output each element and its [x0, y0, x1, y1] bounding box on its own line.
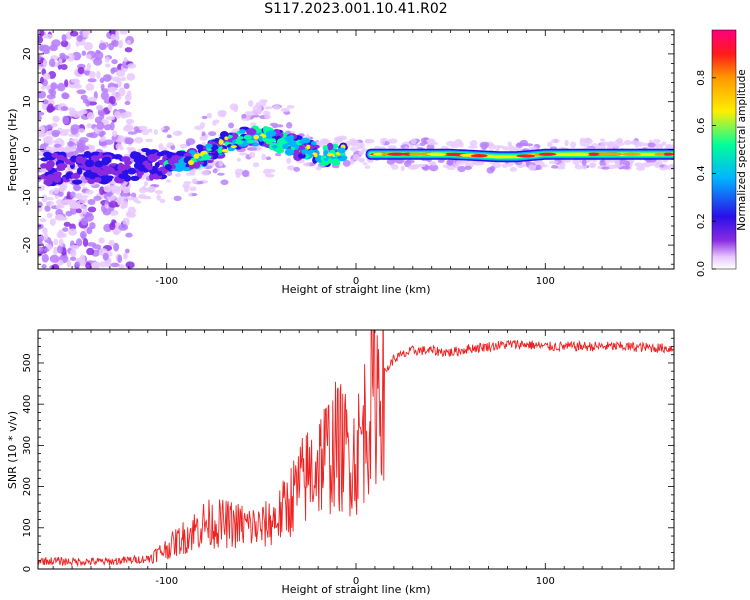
- snr-x-tick-label: -100: [155, 576, 178, 587]
- colorbar-ticks: 0.0 0.2 0.4 0.6 0.8: [696, 70, 716, 277]
- colorbar-tick-label: 0.4: [696, 165, 707, 181]
- spectrogram-y-tick-label: -10: [22, 189, 33, 205]
- colorbar-frame: [711, 29, 737, 270]
- spectrogram-heatmap: [38, 30, 674, 269]
- spectrogram-y-tick-label: -20: [22, 237, 33, 253]
- snr-y-tick-label: 200: [22, 477, 33, 496]
- snr-y-tick-label: 100: [22, 518, 33, 537]
- snr-y-tick-label: 400: [22, 395, 33, 414]
- snr-y-label: SNR (10 * v/v): [6, 411, 19, 489]
- colorbar-label: Normalized spectral amplitude: [736, 69, 748, 230]
- spectrogram-x-tick-label: 100: [536, 276, 555, 287]
- snr-y-tick-label: 0: [22, 566, 33, 572]
- snr-x-label: Height of straight line (km): [281, 583, 430, 596]
- snr-x-tick-label: 100: [536, 576, 555, 587]
- spectrogram-x-label: Height of straight line (km): [281, 283, 430, 296]
- spectrogram-x-tick-label: -100: [155, 276, 178, 287]
- snr-x-tick-label: 0: [353, 576, 359, 587]
- spectrogram-x-tick-label: 0: [353, 276, 359, 287]
- colorbar-tick-label: 0.0: [696, 261, 707, 277]
- snr-axes: -100 0 100 0 100 200 300 400 500: [22, 329, 674, 587]
- colorbar-tick-label: 0.2: [696, 213, 707, 229]
- snr-y-tick-label: 300: [22, 436, 33, 455]
- snr-series-line: [38, 330, 674, 568]
- colorbar-tick-label: 0.8: [696, 70, 707, 86]
- spectrogram-y-tick-label: 20: [22, 48, 33, 61]
- spectrogram-y-label: Frequency (Hz): [6, 109, 19, 192]
- snr-panel: -100 0 100 0 100 200 300 400 500 Height of strai…: [6, 329, 675, 596]
- colorbar: 0.0 0.2 0.4 0.6 0.8 Normalized spectral ampl…: [696, 29, 748, 277]
- snr-y-tick-label: 500: [22, 353, 33, 372]
- spectrogram-y-tick-label: 0: [22, 146, 33, 152]
- spectrogram-y-tick-label: 10: [22, 95, 33, 108]
- figure-title: S117.2023.001.10.41.R02: [264, 1, 448, 17]
- colorbar-gradient: [712, 30, 736, 269]
- snr-frame: [37, 329, 675, 570]
- colorbar-tick-label: 0.6: [696, 118, 707, 134]
